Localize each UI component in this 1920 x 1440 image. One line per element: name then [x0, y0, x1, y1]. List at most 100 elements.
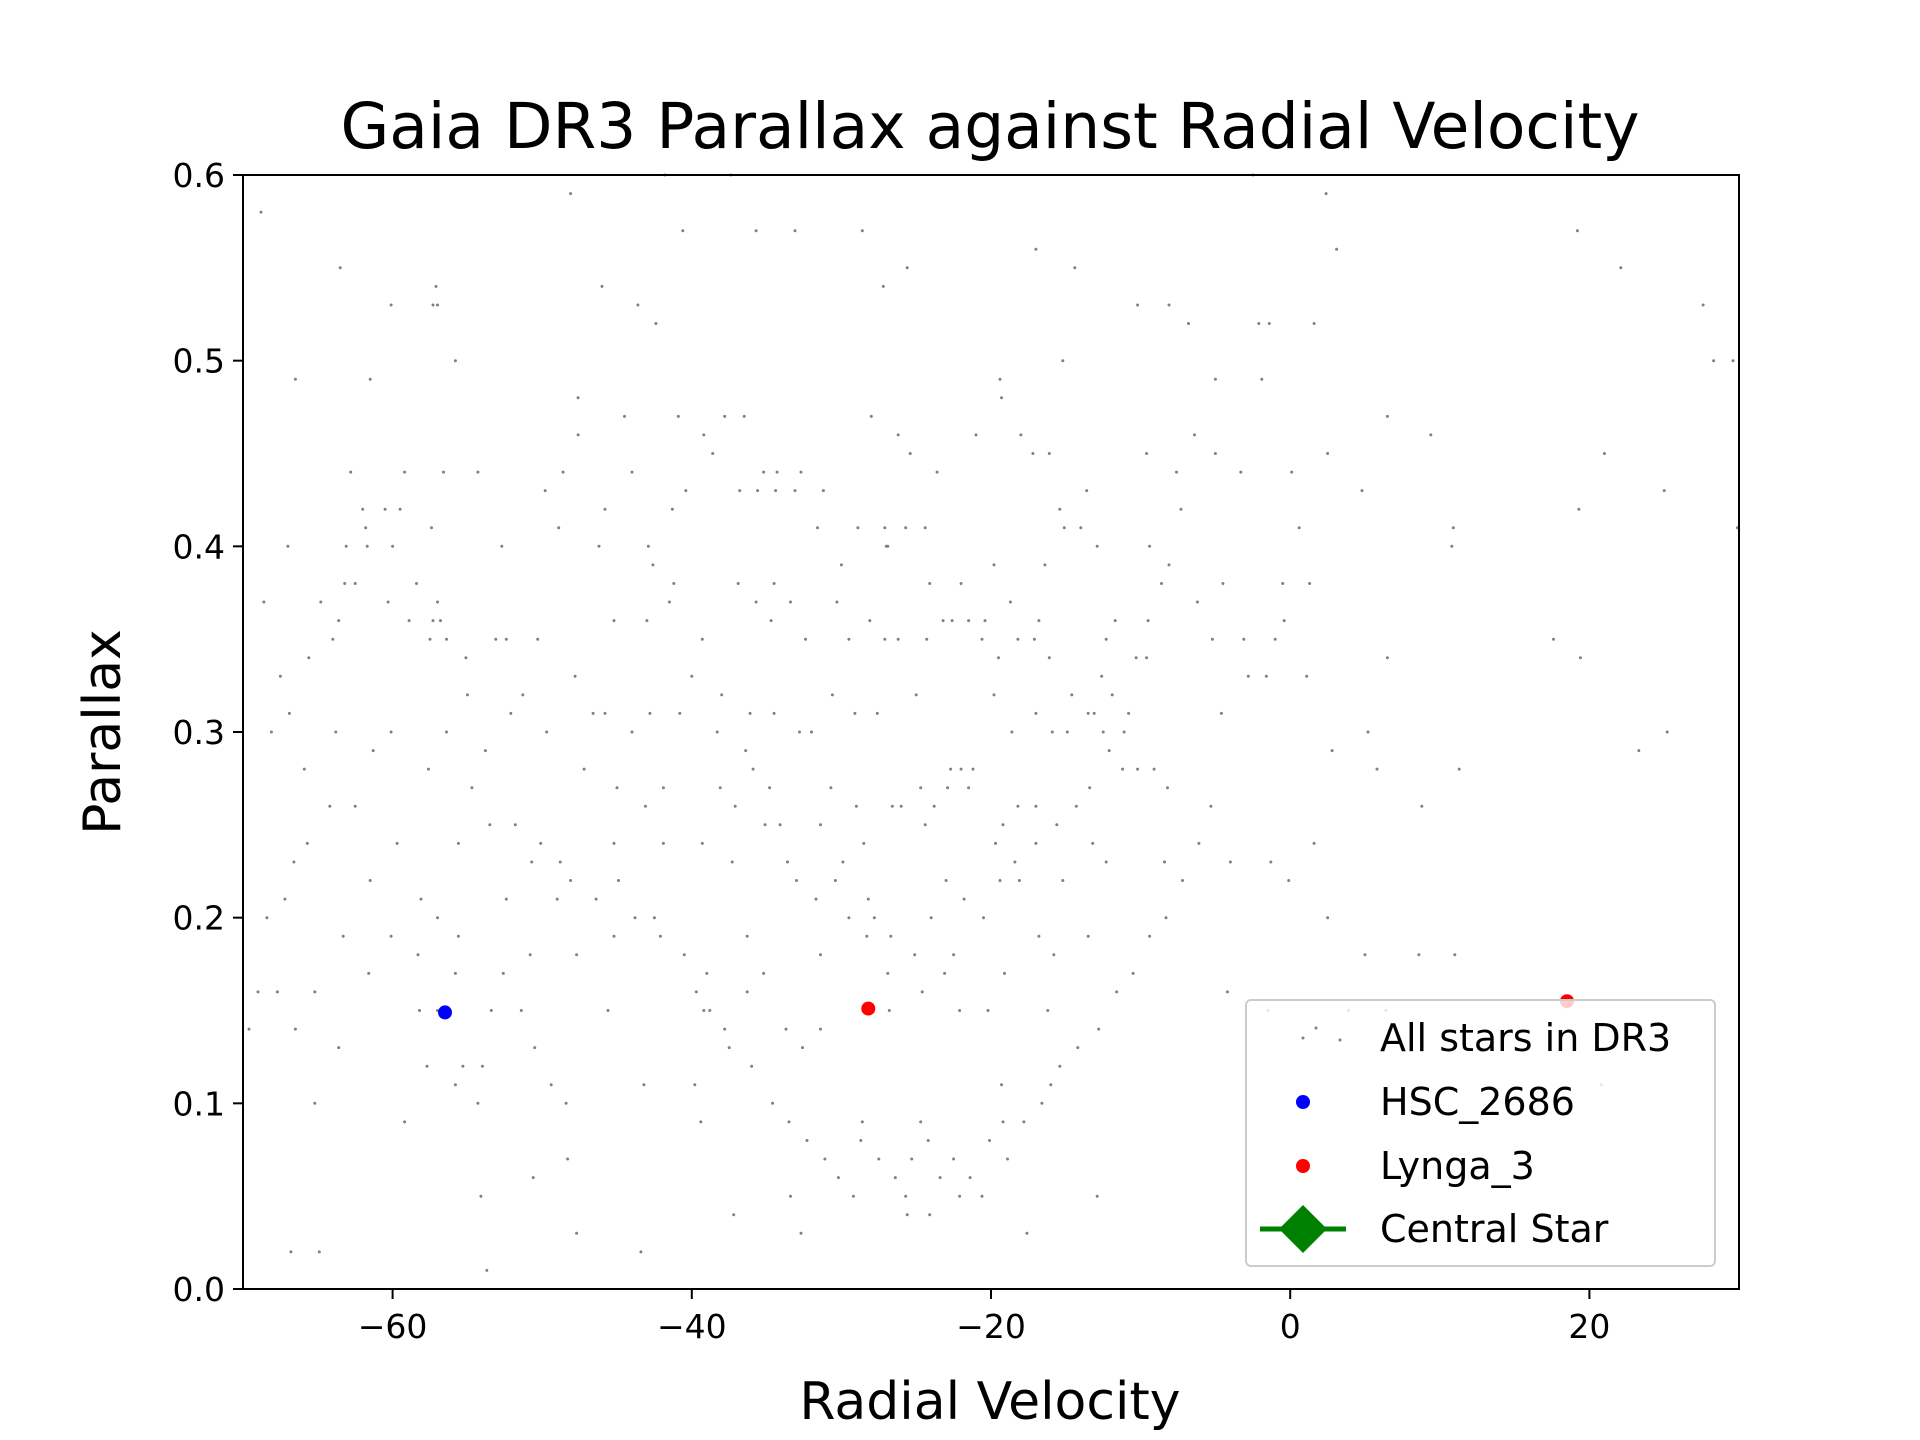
all-stars-in-dr3-point	[1197, 841, 1201, 845]
all-stars-in-dr3-point	[1179, 507, 1183, 511]
all-stars-in-dr3-point	[905, 266, 909, 270]
all-stars-in-dr3-point	[1366, 730, 1370, 734]
all-stars-in-dr3-point	[745, 934, 749, 938]
all-stars-in-dr3-point	[672, 582, 676, 585]
all-stars-in-dr3-point	[862, 841, 866, 845]
all-stars-in-dr3-point	[932, 804, 936, 808]
all-stars-in-dr3-point	[754, 229, 758, 233]
all-stars-in-dr3-point	[789, 1194, 792, 1198]
all-stars-in-dr3-point	[302, 767, 306, 771]
legend-label-all-stars: All stars in DR3	[1380, 1016, 1671, 1060]
all-stars-in-dr3-point	[1166, 786, 1169, 790]
all-stars-in-dr3-point	[262, 600, 266, 604]
all-stars-in-dr3-point	[1181, 879, 1184, 882]
all-stars-in-dr3-point	[606, 1009, 610, 1012]
all-stars-in-dr3-point	[1257, 322, 1261, 325]
all-stars-in-dr3-point	[1070, 693, 1074, 697]
all-stars-in-dr3-point	[480, 1064, 484, 1068]
all-stars-in-dr3-point	[793, 489, 797, 493]
all-stars-in-dr3-point	[856, 526, 860, 530]
all-stars-in-dr3-point	[569, 192, 573, 196]
all-stars-in-dr3-point	[967, 619, 971, 623]
all-stars-in-dr3-point	[1324, 192, 1328, 196]
all-stars-in-dr3-point	[1085, 489, 1089, 493]
legend-marker-all-stars	[1338, 1038, 1342, 1042]
all-stars-in-dr3-point	[723, 414, 727, 418]
all-stars-in-dr3-point	[1167, 563, 1171, 567]
all-stars-in-dr3-point	[1055, 823, 1059, 827]
all-stars-in-dr3-point	[566, 1157, 570, 1161]
all-stars-in-dr3-point	[774, 489, 778, 493]
all-stars-in-dr3-point	[775, 470, 779, 474]
all-stars-in-dr3-point	[483, 749, 487, 753]
all-stars-in-dr3-point	[265, 916, 269, 920]
all-stars-in-dr3-point	[1312, 322, 1316, 325]
all-stars-in-dr3-point	[575, 953, 579, 957]
all-stars-in-dr3-point	[269, 730, 273, 734]
all-stars-in-dr3-point	[1335, 247, 1339, 251]
all-stars-in-dr3-point	[983, 619, 987, 623]
all-stars-in-dr3-point	[762, 971, 766, 975]
all-stars-in-dr3-point	[1225, 990, 1229, 994]
all-stars-in-dr3-point	[389, 303, 393, 307]
all-stars-in-dr3-point	[823, 1157, 827, 1161]
all-stars-in-dr3-point	[748, 711, 752, 715]
all-stars-in-dr3-point	[630, 730, 634, 734]
all-stars-in-dr3-point	[1061, 879, 1065, 882]
all-stars-in-dr3-point	[1187, 322, 1190, 325]
legend: All stars in DR3 HSC_2686 Lynga_3 Centra…	[1245, 999, 1716, 1267]
all-stars-in-dr3-point	[1095, 544, 1099, 548]
all-stars-in-dr3-point	[1025, 1231, 1029, 1235]
all-stars-in-dr3-point	[1246, 674, 1250, 678]
all-stars-in-dr3-point	[883, 637, 887, 641]
all-stars-in-dr3-point	[839, 563, 843, 567]
all-stars-in-dr3-point	[1022, 1120, 1026, 1124]
all-stars-in-dr3-point	[847, 916, 851, 920]
all-stars-in-dr3-point	[395, 841, 399, 845]
all-stars-in-dr3-point	[648, 711, 652, 715]
all-stars-in-dr3-point	[1619, 266, 1623, 270]
all-stars-in-dr3-point	[416, 953, 420, 957]
y-axis-label: Parallax	[73, 629, 133, 835]
all-stars-in-dr3-point	[582, 767, 586, 771]
all-stars-in-dr3-point	[615, 786, 619, 790]
all-stars-in-dr3-point	[830, 693, 834, 697]
all-stars-in-dr3-point	[415, 582, 418, 585]
all-stars-in-dr3-point	[479, 1194, 483, 1198]
all-stars-in-dr3-point	[456, 934, 460, 938]
all-stars-in-dr3-point	[1145, 656, 1149, 660]
all-stars-in-dr3-point	[865, 934, 869, 938]
all-stars-in-dr3-point	[708, 1009, 712, 1012]
all-stars-in-dr3-point	[860, 1120, 864, 1124]
all-stars-in-dr3-point	[305, 841, 309, 845]
all-stars-in-dr3-point	[1088, 786, 1092, 790]
all-stars-in-dr3-point	[338, 266, 342, 270]
all-stars-in-dr3-point	[521, 693, 525, 697]
all-stars-in-dr3-point	[1074, 804, 1078, 808]
lynga-3-point	[861, 1001, 876, 1016]
all-stars-in-dr3-point	[676, 414, 680, 418]
all-stars-in-dr3-point	[986, 1009, 990, 1012]
all-stars-in-dr3-point	[1006, 1157, 1009, 1161]
all-stars-in-dr3-point	[1209, 804, 1213, 808]
all-stars-in-dr3-point	[814, 897, 818, 901]
y-tick-label: 0.2	[173, 899, 225, 938]
all-stars-in-dr3-point	[661, 786, 665, 790]
all-stars-in-dr3-point	[950, 619, 954, 623]
all-stars-in-dr3-point	[702, 1009, 706, 1012]
x-tick-label: 0	[1280, 1307, 1301, 1346]
all-stars-in-dr3-point	[461, 1064, 465, 1068]
all-stars-in-dr3-point	[904, 526, 908, 530]
all-stars-in-dr3-point	[678, 711, 682, 715]
all-stars-in-dr3-point	[1282, 619, 1286, 623]
all-stars-in-dr3-point	[866, 897, 870, 901]
all-stars-in-dr3-point	[528, 953, 532, 957]
all-stars-in-dr3-point	[353, 582, 357, 585]
all-stars-in-dr3-point	[573, 674, 577, 678]
all-stars-in-dr3-point	[667, 600, 671, 604]
all-stars-in-dr3-point	[949, 767, 953, 771]
all-stars-in-dr3-point	[1101, 730, 1105, 734]
all-stars-in-dr3-point	[920, 990, 924, 994]
all-stars-in-dr3-point	[1050, 730, 1054, 734]
